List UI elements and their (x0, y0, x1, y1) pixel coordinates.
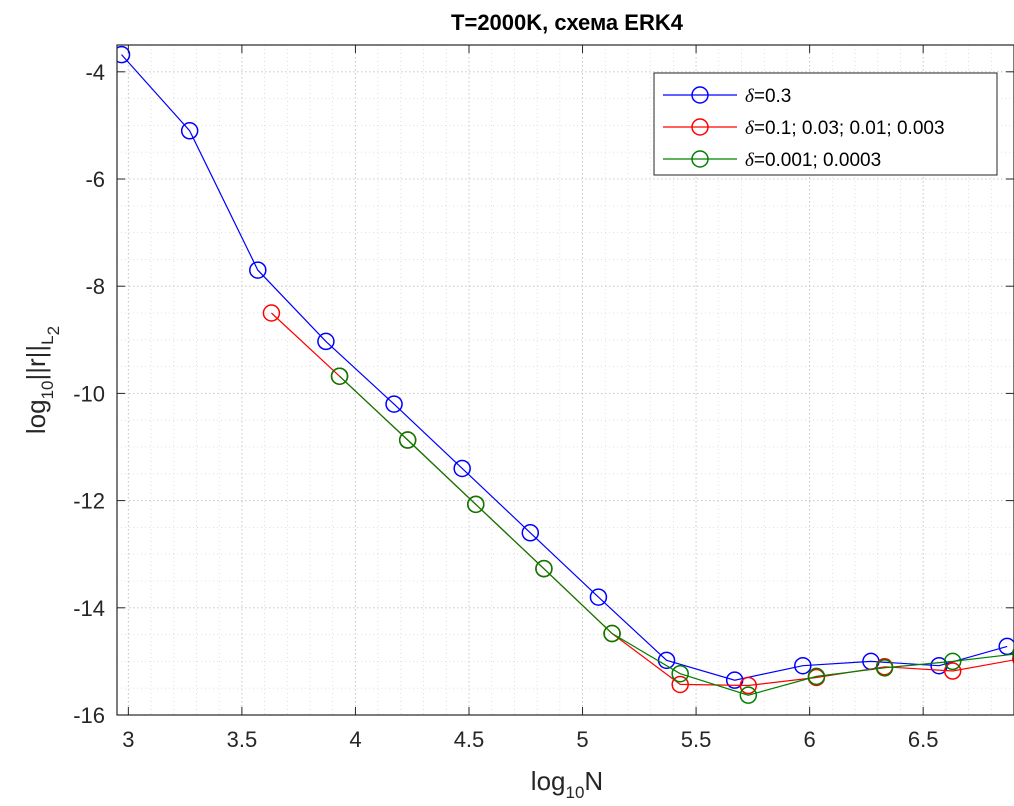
y-axis-label-subscript: 10 (38, 381, 57, 400)
series-3-point (330, 367, 349, 385)
series-1-line (121, 54, 1008, 681)
series-1 (117, 45, 1014, 689)
series-1-point (521, 524, 540, 542)
y-tick-label: -16 (73, 703, 105, 728)
legend-box (653, 72, 998, 176)
series-2-point (739, 676, 758, 695)
series-1-point (317, 332, 335, 351)
series-2-point (262, 304, 281, 322)
x-tick-label: 3.5 (227, 727, 258, 752)
series-3-point (739, 686, 758, 704)
y-axis: -4 -6 -8 -10 -12 -14 -16 (73, 60, 1014, 728)
y-axis-label: log10||r||L2 (21, 326, 63, 434)
x-axis: 3 3.5 4 4.5 5 5.5 6 6.5 (122, 45, 938, 752)
series-1-point (385, 395, 403, 413)
series-3 (330, 367, 1014, 704)
y-axis-label-subscript-2: 2 (44, 326, 63, 335)
series-1-point (794, 656, 812, 675)
x-tick-label: 5.5 (681, 727, 712, 752)
series-3-point (535, 559, 553, 578)
chart-title: T=2000K, схема ERK4 (451, 10, 684, 35)
series-1-point (180, 122, 199, 140)
x-tick-label: 4.5 (454, 727, 485, 752)
series-3-point (1012, 647, 1014, 659)
series-3-point (603, 624, 621, 643)
y-tick-label: -14 (73, 596, 105, 621)
x-axis-label-base: log (531, 766, 566, 796)
y-axis-label-subscript-l: L (38, 335, 57, 344)
series-layer (117, 45, 1014, 704)
series-1-point (998, 637, 1014, 656)
series-3-point (398, 431, 417, 449)
legend-marker-1 (691, 86, 709, 104)
y-tick-label: -12 (73, 489, 105, 514)
legend-label-2: δ=0.1; 0.03; 0.01; 0.003 (745, 118, 945, 139)
series-1-point (589, 588, 608, 606)
y-tick-label: -10 (73, 381, 105, 406)
legend-label-3: δ=0.001; 0.0003 (745, 150, 881, 171)
legend-label-text: =0.001; 0.0003 (754, 150, 881, 171)
legend-label-text: =0.1; 0.03; 0.01; 0.003 (754, 118, 945, 139)
series-3-point (807, 667, 826, 686)
legend-delta-symbol: δ (745, 118, 755, 139)
y-axis-label-norm: ||r|| (21, 345, 51, 381)
series-3-point (943, 652, 962, 671)
x-axis-label-tail: N (584, 766, 603, 796)
x-tick-label: 4 (349, 727, 361, 752)
series-3-point (875, 659, 894, 677)
y-tick-label: -6 (85, 167, 105, 192)
series-1-point (249, 261, 267, 279)
legend-marker-2 (691, 118, 709, 136)
y-axis-label-base: log (21, 399, 51, 434)
series-2-point (671, 675, 689, 694)
x-tick-label: 6.5 (908, 727, 939, 752)
legend-label-1: δ=0.3 (745, 86, 791, 107)
x-tick-label: 6 (803, 727, 815, 752)
legend-label-text: =0.3 (754, 86, 792, 107)
legend-delta-symbol: δ (745, 150, 755, 171)
series-3-point (467, 495, 485, 514)
series-2-point (943, 662, 962, 680)
series-1-point (117, 45, 131, 64)
series-2-point (1012, 653, 1014, 665)
y-tick-label: -4 (85, 60, 105, 85)
x-axis-label: log10N (531, 766, 603, 802)
series-3-line (339, 375, 1014, 696)
x-tick-label: 3 (122, 727, 134, 752)
y-tick-label: -8 (85, 274, 105, 299)
legend-marker-3 (691, 150, 709, 168)
x-axis-label-subscript: 10 (566, 783, 585, 802)
legend-delta-symbol: δ (745, 86, 755, 107)
series-1-point (453, 459, 471, 478)
x-tick-label: 5 (576, 727, 588, 752)
plot-frame (116, 44, 1014, 716)
series-3-point (671, 664, 689, 683)
